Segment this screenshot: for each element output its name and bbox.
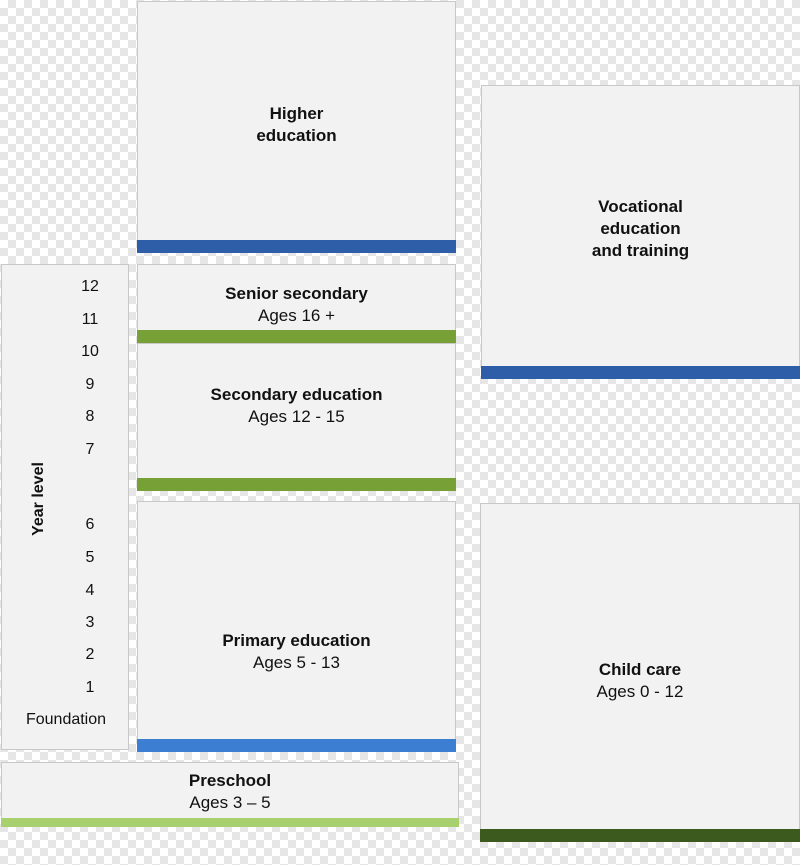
secondary-education-label: Secondary education Ages 12 - 15: [137, 384, 456, 428]
preschool-box: [1, 762, 459, 820]
year-level-11: 11: [81, 311, 99, 328]
higher-education-bar: [137, 240, 456, 253]
child-care-box: [480, 503, 800, 831]
secondary-education-ages: Ages 12 - 15: [248, 407, 345, 426]
preschool-title: Preschool: [188, 771, 272, 790]
secondary-education-title: Secondary education: [210, 385, 383, 404]
year-level-2: 2: [85, 646, 95, 663]
secondary-education-bar: [137, 478, 456, 491]
senior-secondary-bar: [137, 330, 456, 343]
senior-secondary-title: Senior secondary: [225, 284, 368, 303]
year-level-4: 4: [85, 582, 95, 599]
year-level-9: 9: [85, 376, 95, 393]
year-level-foundation: Foundation: [25, 711, 107, 728]
child-care-title: Child care: [598, 660, 682, 679]
year-level-10: 10: [81, 343, 99, 360]
higher-education-label: Higher education: [137, 103, 456, 147]
year-level-panel: [1, 264, 129, 750]
year-level-5: 5: [85, 549, 95, 566]
vocational-bar: [481, 366, 800, 379]
primary-education-box: [137, 501, 456, 741]
preschool-ages: Ages 3 – 5: [189, 793, 271, 812]
primary-education-title: Primary education: [222, 631, 371, 650]
vocational-title: Vocational education and training: [591, 197, 690, 260]
year-level-12: 12: [81, 278, 99, 295]
year-level-8: 8: [85, 408, 95, 425]
senior-secondary-label: Senior secondary Ages 16 +: [137, 283, 456, 327]
preschool-label: Preschool Ages 3 – 5: [1, 770, 459, 814]
primary-education-ages: Ages 5 - 13: [253, 653, 340, 672]
primary-education-bar: [137, 739, 456, 752]
secondary-education-box: [137, 343, 456, 480]
year-level-3: 3: [85, 614, 95, 631]
senior-secondary-box: [137, 264, 456, 332]
child-care-ages: Ages 0 - 12: [596, 682, 684, 701]
year-level-6: 6: [85, 516, 95, 533]
child-care-bar: [480, 829, 800, 842]
year-level-title: Year level: [30, 462, 47, 536]
child-care-label: Child care Ages 0 - 12: [480, 659, 800, 703]
higher-education-box: [137, 1, 456, 242]
year-level-7: 7: [85, 441, 95, 458]
primary-education-label: Primary education Ages 5 - 13: [137, 630, 456, 674]
year-level-1: 1: [85, 679, 95, 696]
higher-education-title: Higher education: [256, 104, 337, 145]
senior-secondary-ages: Ages 16 +: [257, 306, 336, 325]
vocational-label: Vocational education and training: [481, 196, 800, 262]
preschool-bar: [1, 818, 459, 827]
